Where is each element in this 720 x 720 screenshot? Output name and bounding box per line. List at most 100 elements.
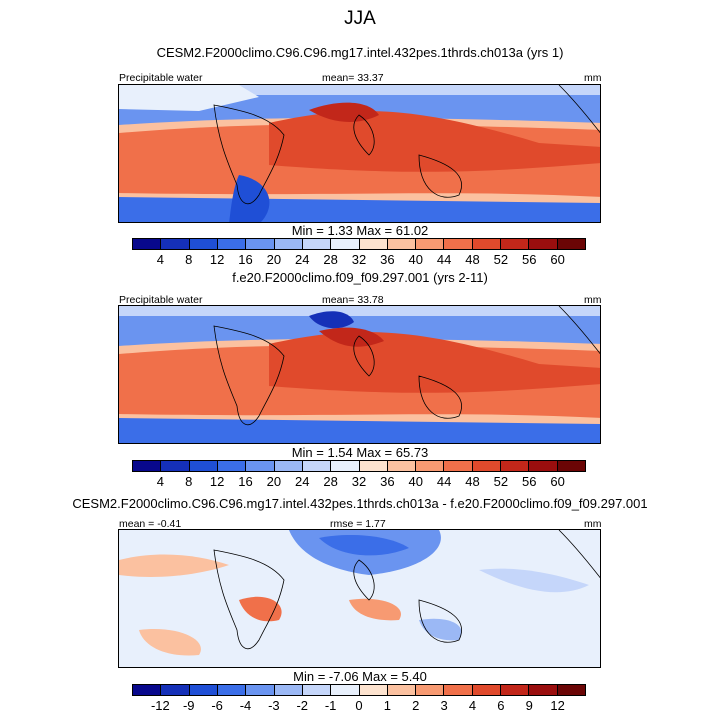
colorbar-3-tick-label: 12 <box>550 698 565 713</box>
colorbar-2-tick-label: 44 <box>436 474 452 489</box>
colorbar-2-swatch <box>472 461 502 471</box>
panel-3-title: CESM2.F2000climo.C96.C96.mg17.intel.432p… <box>72 496 648 511</box>
panel-3-mean-label: mean = -0.41 <box>119 518 182 530</box>
panel-2-colorbar <box>132 460 586 472</box>
colorbar-3-swatch <box>416 685 445 695</box>
colorbar-1-swatch <box>189 239 218 249</box>
panel-3-rmse-label: rmse = 1.77 <box>330 518 386 530</box>
colorbar-2-swatch <box>246 461 275 471</box>
colorbar-2-swatch <box>444 461 473 471</box>
colorbar-1-swatch <box>529 239 558 249</box>
panel-1-minmax: Min = 1.33 Max = 61.02 <box>291 223 429 238</box>
colorbar-3-tick-label: 6 <box>497 698 505 713</box>
colorbar-2-swatch <box>161 461 190 471</box>
panel-2-map <box>118 305 601 444</box>
main-title: JJA <box>344 8 376 29</box>
panel-3-minmax: Min = -7.06 Max = 5.40 <box>293 669 427 684</box>
colorbar-3-tick-label: -4 <box>239 698 252 713</box>
colorbar-2-swatch <box>387 461 417 471</box>
panel-1-mean-label: mean= 33.37 <box>322 72 384 84</box>
colorbar-2-tick-label: 24 <box>295 474 310 489</box>
colorbar-3-swatch <box>302 685 332 695</box>
colorbar-1-tick-label: 48 <box>465 252 480 267</box>
colorbar-1-swatch <box>274 239 303 249</box>
colorbar-3-tick-label: 9 <box>525 698 533 713</box>
colorbar-1-swatch <box>359 239 388 249</box>
panel-2-mean-label: mean= 33.78 <box>322 294 384 306</box>
colorbar-3-swatch <box>133 685 162 695</box>
colorbar-1-tick-label: 44 <box>436 252 452 267</box>
colorbar-1-swatch <box>472 239 502 249</box>
colorbar-2-swatch <box>217 461 247 471</box>
panel-2-variable-label: Precipitable water <box>119 294 203 306</box>
colorbar-2-tick-label: 52 <box>493 474 509 489</box>
colorbar-2-swatch <box>501 461 530 471</box>
colorbar-3-swatch <box>529 685 558 695</box>
colorbar-1-tick-label: 8 <box>185 252 193 267</box>
colorbar-3-tick-label: 1 <box>383 698 391 713</box>
colorbar-2-swatch <box>557 461 585 471</box>
colorbar-1-swatch <box>501 239 530 249</box>
panel-1-map <box>118 84 601 223</box>
colorbar-1-tick-label: 12 <box>209 252 225 267</box>
colorbar-1-swatch <box>331 239 360 249</box>
panel-3-colorbar-ticks: -12 -9 -6 -4 -3 -2 -1 0 1 2 3 4 6 9 12 <box>132 698 586 714</box>
colorbar-2-tick-label: 60 <box>550 474 565 489</box>
colorbar-1-tick-label: 56 <box>522 252 537 267</box>
colorbar-1-tick-label: 32 <box>351 252 367 267</box>
colorbar-2-swatch <box>133 461 162 471</box>
panel-1-units: mm <box>584 72 602 84</box>
colorbar-1-tick-label: 24 <box>295 252 310 267</box>
colorbar-2-tick-label: 48 <box>465 474 480 489</box>
colorbar-3-tick-label: -1 <box>324 698 337 713</box>
panel-2-title: f.e20.F2000climo.f09_f09.297.001 (yrs 2-… <box>232 270 488 285</box>
colorbar-1-tick-label: 16 <box>238 252 253 267</box>
colorbar-2-tick-label: 36 <box>380 474 395 489</box>
colorbar-3-swatch <box>217 685 247 695</box>
colorbar-2-swatch <box>529 461 558 471</box>
colorbar-1-swatch <box>161 239 190 249</box>
colorbar-2-tick-label: 12 <box>209 474 225 489</box>
colorbar-3-swatch <box>359 685 388 695</box>
colorbar-2-swatch <box>274 461 303 471</box>
colorbar-1-swatch <box>444 239 473 249</box>
colorbar-1-tick-label: 28 <box>323 252 338 267</box>
colorbar-3-swatch <box>246 685 275 695</box>
colorbar-2-tick-label: 28 <box>323 474 338 489</box>
colorbar-3-swatch <box>472 685 502 695</box>
colorbar-2-tick-label: 32 <box>351 474 367 489</box>
panel-3-map <box>118 529 601 668</box>
colorbar-2-swatch <box>302 461 332 471</box>
colorbar-1-tick-label: 52 <box>493 252 509 267</box>
panel-2-colorbar-ticks: 4 8 12 16 20 24 28 32 36 40 44 48 52 56 60 <box>132 474 586 490</box>
colorbar-3-tick-label: -12 <box>150 698 170 713</box>
panel-3-colorbar <box>132 684 586 696</box>
colorbar-2-tick-label: 20 <box>266 474 282 489</box>
colorbar-1-swatch <box>302 239 332 249</box>
colorbar-1-swatch <box>557 239 585 249</box>
colorbar-1-tick-label: 4 <box>156 252 164 267</box>
colorbar-2-tick-label: 4 <box>156 474 164 489</box>
colorbar-2-swatch <box>189 461 218 471</box>
colorbar-3-swatch <box>189 685 218 695</box>
colorbar-3-tick-label: -6 <box>211 698 223 713</box>
colorbar-3-swatch <box>501 685 530 695</box>
panel-1-colorbar-ticks: 4 8 12 16 20 24 28 32 36 40 44 48 52 56 60 <box>132 252 586 268</box>
panel-2-minmax: Min = 1.54 Max = 65.73 <box>291 445 429 460</box>
colorbar-3-tick-label: -3 <box>268 698 280 713</box>
panel-2-units: mm <box>584 294 602 306</box>
colorbar-1-swatch <box>217 239 247 249</box>
colorbar-2-tick-label: 40 <box>408 474 423 489</box>
colorbar-3-swatch <box>387 685 417 695</box>
colorbar-3-tick-label: 3 <box>440 698 448 713</box>
colorbar-2-swatch <box>416 461 445 471</box>
colorbar-3-swatch <box>444 685 473 695</box>
colorbar-3-tick-label: -9 <box>182 698 195 713</box>
colorbar-1-swatch <box>133 239 162 249</box>
panel-1-title: CESM2.F2000climo.C96.C96.mg17.intel.432p… <box>156 45 564 60</box>
colorbar-3-tick-label: 4 <box>468 698 477 713</box>
panel-1-colorbar <box>132 238 586 250</box>
colorbar-3-tick-label: 0 <box>355 698 363 713</box>
colorbar-2-tick-label: 8 <box>185 474 193 489</box>
colorbar-3-swatch <box>331 685 360 695</box>
